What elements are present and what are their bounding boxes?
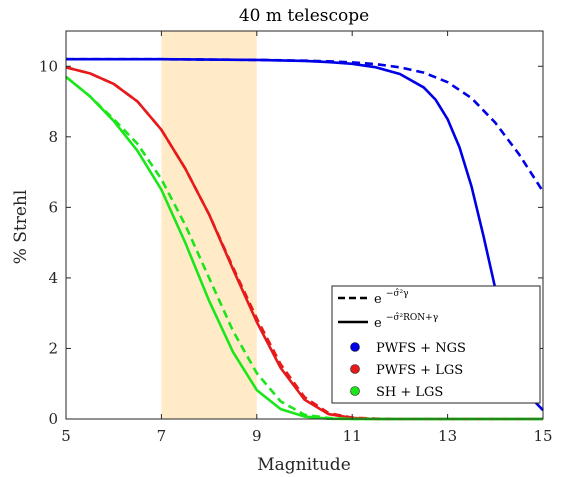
x-tick-label: 11 bbox=[343, 427, 362, 445]
x-tick-label: 9 bbox=[252, 427, 262, 445]
legend-entry-label: SH + LGS bbox=[376, 385, 443, 400]
legend-marker bbox=[350, 386, 360, 396]
y-tick-label: 10 bbox=[39, 57, 58, 75]
y-tick-label: 8 bbox=[48, 128, 58, 146]
y-tick-label: 6 bbox=[48, 198, 58, 216]
legend-entry-label: PWFS + LGS bbox=[376, 363, 463, 378]
legend-dashed-label: e −σ̂²γ bbox=[374, 288, 409, 307]
y-tick-label: 0 bbox=[48, 410, 58, 428]
legend-color-entries: PWFS + NGS PWFS + LGS SH + LGS bbox=[350, 341, 466, 400]
x-tick-label: 15 bbox=[533, 427, 552, 445]
series-line-sh-lgs-dashed bbox=[65, 75, 543, 421]
y-tick-label: 4 bbox=[48, 269, 58, 287]
series-layer bbox=[65, 57, 545, 421]
x-tick-label: 13 bbox=[438, 427, 457, 445]
chart-title: 40 m telescope bbox=[239, 6, 369, 26]
series-line-pwfs-ngs-dashed bbox=[66, 57, 545, 193]
legend-marker bbox=[350, 364, 360, 374]
x-tick-label: 7 bbox=[157, 427, 167, 445]
y-axis-label: % Strehl bbox=[11, 190, 31, 265]
plot-frame bbox=[65, 30, 544, 420]
legend-box bbox=[331, 285, 541, 404]
series-line-sh-lgs-solid bbox=[65, 75, 543, 421]
x-tick-label: 5 bbox=[61, 427, 71, 445]
x-axis-label: Magnitude bbox=[257, 455, 351, 475]
legend-marker bbox=[350, 342, 360, 352]
legend-entry-label: PWFS + NGS bbox=[376, 341, 466, 356]
ticks-layer: 5 7 9 11 13 15 0 2 4 6 8 10 bbox=[39, 31, 553, 445]
shaded-magnitude-band bbox=[161, 31, 257, 419]
y-tick-label: 2 bbox=[48, 339, 58, 357]
legend: e −σ̂²γ e −σ̂²RON+γ PWFS + NGS PWFS + LGS… bbox=[331, 285, 541, 404]
legend-solid-label: e −σ̂²RON+γ bbox=[374, 312, 438, 331]
